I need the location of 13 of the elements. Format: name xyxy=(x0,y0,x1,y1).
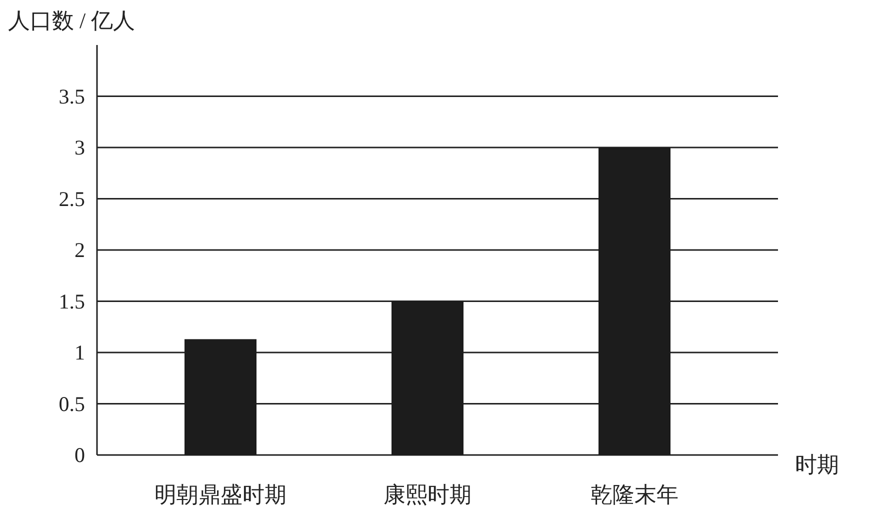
y-tick-label: 1 xyxy=(74,340,85,364)
y-tick-label: 2.5 xyxy=(58,186,85,211)
y-tick-label: 2 xyxy=(74,238,85,262)
x-axis-title: 时期 xyxy=(795,452,839,477)
y-tick-label: 1.5 xyxy=(58,289,85,314)
y-tick-label: 0.5 xyxy=(58,392,85,416)
y-tick-label: 0 xyxy=(74,443,85,467)
x-tick-label: 乾隆末年 xyxy=(590,482,678,507)
y-tick-label: 3 xyxy=(74,136,85,160)
y-axis-title: 人口数 / 亿人 xyxy=(8,8,136,33)
x-tick-label: 明朝鼎盛时期 xyxy=(154,482,286,507)
y-tick-label: 3.5 xyxy=(58,84,85,108)
x-tick-label: 康熙时期 xyxy=(384,482,472,507)
